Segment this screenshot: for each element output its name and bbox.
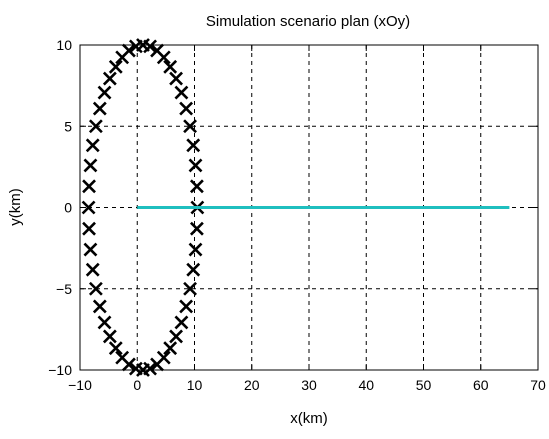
x-tick-label: 40 — [358, 377, 374, 393]
x-marker — [81, 200, 96, 215]
x-marker — [183, 281, 197, 296]
x-marker — [143, 361, 157, 376]
x-marker — [83, 158, 98, 173]
x-marker — [150, 43, 164, 58]
x-marker — [183, 119, 197, 134]
x-axis-title: x(km) — [290, 410, 328, 427]
x-marker — [188, 242, 203, 257]
x-marker — [82, 221, 96, 236]
x-marker — [115, 50, 130, 65]
x-marker — [163, 59, 178, 74]
x-marker — [97, 315, 112, 330]
ticks: −10 0 10 20 30 40 50 60 70 −10 −5 0 5 10 — [48, 37, 546, 393]
y-tick-label: 5 — [64, 118, 72, 134]
x-marker — [88, 281, 103, 296]
x-marker — [163, 341, 178, 356]
x-marker — [102, 329, 117, 344]
x-marker — [169, 71, 184, 86]
series-group — [81, 38, 510, 377]
x-marker — [179, 101, 194, 116]
x-marker — [189, 221, 204, 236]
y-tick-label: 10 — [56, 37, 72, 53]
x-tick-label: 60 — [473, 377, 489, 393]
x-tick-label: 30 — [301, 377, 317, 393]
x-marker — [88, 119, 103, 134]
x-tick-label: −10 — [68, 377, 92, 393]
x-marker — [179, 299, 194, 314]
x-tick-label: 50 — [416, 377, 432, 393]
x-marker — [108, 59, 123, 74]
x-marker — [85, 262, 100, 277]
x-marker — [189, 179, 204, 194]
chart-title: Simulation scenario plan (xOy) — [206, 13, 410, 30]
x-tick-label: 0 — [133, 377, 141, 393]
x-marker — [121, 357, 136, 372]
x-marker — [186, 138, 201, 153]
y-axis-title: y(km) — [7, 188, 24, 226]
y-tick-label: −5 — [56, 281, 72, 297]
x-marker — [102, 71, 117, 86]
x-marker — [174, 85, 189, 100]
x-marker — [186, 262, 201, 277]
x-marker — [92, 299, 107, 314]
x-marker — [128, 39, 143, 54]
y-tick-label: −10 — [48, 362, 72, 378]
y-tick-label: 0 — [64, 200, 72, 216]
x-marker — [83, 242, 98, 257]
x-marker — [85, 138, 100, 153]
x-marker — [156, 350, 171, 365]
x-marker — [108, 341, 123, 356]
x-tick-label: 70 — [530, 377, 546, 393]
x-marker — [174, 315, 189, 330]
x-marker — [97, 85, 112, 100]
x-tick-label: 20 — [244, 377, 260, 393]
x-marker — [188, 158, 203, 173]
x-marker — [82, 179, 96, 194]
x-marker — [169, 329, 184, 344]
x-tick-label: 10 — [187, 377, 203, 393]
x-marker — [92, 101, 107, 116]
